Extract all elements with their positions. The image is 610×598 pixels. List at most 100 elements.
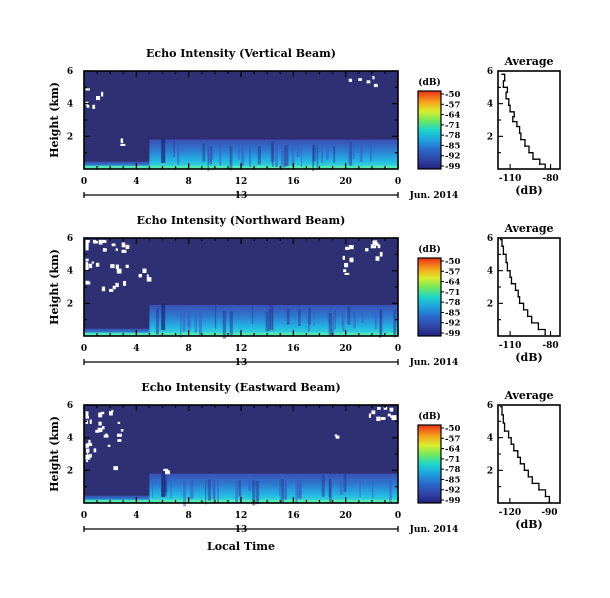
echo-column	[161, 302, 166, 330]
avg-x-label: (dB)	[515, 184, 542, 197]
colorbar-tick-label: -85	[445, 141, 460, 151]
x-tick-label: 0	[81, 511, 87, 521]
missing-data-speck	[115, 282, 119, 288]
avg-x-label: (dB)	[515, 518, 542, 531]
missing-data-speck	[390, 415, 394, 418]
missing-data-speck	[365, 248, 369, 252]
missing-data-speck	[107, 444, 111, 447]
echo-striation	[389, 479, 392, 503]
colorbar-tick-label: -50	[445, 90, 460, 100]
echo-striation	[316, 146, 319, 170]
missing-data-speck	[375, 256, 380, 261]
colorbar-tick-label: -64	[445, 278, 460, 288]
missing-data-speck	[377, 406, 381, 410]
avg-y-tick-label: 4	[487, 100, 493, 110]
echo-striation	[195, 306, 197, 333]
missing-data-speck	[348, 244, 354, 250]
missing-data-speck	[100, 411, 105, 415]
date-label: 13	[235, 525, 248, 535]
echo-striation	[374, 305, 377, 330]
x-tick-label: 4	[133, 177, 139, 187]
echo-striation	[180, 312, 182, 338]
x-tick-label: 20	[339, 511, 352, 521]
missing-data-speck	[85, 245, 89, 251]
echo-layer-night	[84, 161, 150, 169]
missing-data-speck	[371, 410, 376, 415]
colorbar-tick-label: -99	[445, 162, 460, 172]
average-profile-point	[503, 80, 506, 82]
average-profile-point	[503, 430, 506, 432]
colorbar-tick-label: -71	[445, 121, 460, 131]
average-profile-point	[544, 333, 546, 336]
x-tick-label: 12	[235, 177, 248, 187]
echo-striation	[308, 307, 311, 325]
average-profile-point	[517, 296, 520, 298]
echo-striation	[252, 480, 256, 506]
missing-data-speck	[376, 416, 381, 421]
panel-title: Echo Intensity (Eastward Beam)	[141, 381, 340, 394]
missing-data-speck	[85, 281, 91, 285]
y-tick-label: 2	[67, 132, 73, 142]
missing-data-speck	[86, 104, 90, 108]
avg-x-tick-label: -110	[499, 174, 522, 184]
average-profile-point	[527, 476, 530, 478]
colorbar-unit: (dB)	[418, 244, 440, 255]
date-label: 13	[235, 358, 248, 368]
missing-data-speck	[86, 459, 89, 463]
colorbar-tick-label: -57	[445, 100, 460, 110]
echo-layer-day	[149, 304, 398, 336]
y-axis-label: Height (km)	[48, 416, 61, 492]
echo-striation	[359, 140, 363, 163]
echo-striation	[237, 141, 240, 161]
missing-data-speck	[121, 249, 127, 253]
average-profile-point	[502, 253, 505, 256]
colorbar-unit: (dB)	[418, 77, 440, 88]
average-profile-point	[537, 328, 540, 331]
missing-data-speck	[120, 429, 124, 432]
missing-data-speck	[343, 269, 347, 273]
x-tick-label: 0	[81, 344, 87, 354]
echo-striation	[152, 477, 154, 498]
average-profile-point	[501, 245, 503, 247]
colorbar-tick-label: -85	[445, 475, 460, 485]
echo-striation	[229, 311, 233, 336]
missing-data-speck	[85, 420, 88, 424]
y-tick-label: 6	[67, 401, 73, 411]
echo-striation	[369, 139, 372, 162]
y-axis-label: Height (km)	[48, 82, 61, 158]
y-tick-label: 4	[67, 434, 73, 444]
average-profile-point	[510, 282, 513, 285]
x-tick-label: 20	[339, 344, 352, 354]
average-profile-line	[500, 238, 546, 335]
echo-striation	[170, 474, 172, 499]
echo-striation	[298, 477, 302, 500]
missing-data-speck	[89, 453, 92, 458]
echo-striation	[353, 140, 355, 160]
x-tick-label: 0	[81, 177, 87, 187]
average-profile-point	[502, 86, 505, 89]
missing-data-speck	[370, 244, 374, 249]
missing-data-speck	[97, 427, 103, 433]
average-profile-point	[502, 422, 505, 424]
avg-y-tick-label: 2	[487, 466, 493, 476]
echo-striation	[300, 144, 302, 168]
echo-striation	[194, 307, 196, 334]
average-profile-point	[499, 238, 502, 241]
missing-data-speck	[92, 104, 96, 109]
avg-x-tick-label: -80	[542, 341, 558, 351]
missing-data-speck	[387, 413, 391, 417]
missing-data-speck	[146, 277, 152, 282]
echo-striation	[238, 480, 241, 497]
missing-data-speck	[116, 433, 122, 437]
colorbar-unit: (dB)	[418, 411, 440, 422]
colorbar-tick-label: -78	[445, 465, 460, 475]
panel-1: Echo Intensity (Vertical Beam) 0 4 8 12 16 20 0…	[48, 47, 561, 201]
average-profile-point	[520, 138, 522, 141]
missing-data-speck	[373, 83, 378, 88]
missing-data-speck	[379, 251, 383, 257]
echo-striation	[222, 310, 227, 339]
echo-striation	[341, 307, 343, 327]
echo-striation	[327, 307, 330, 324]
missing-data-speck	[383, 406, 388, 410]
colorbar-tick-label: -57	[445, 267, 460, 277]
